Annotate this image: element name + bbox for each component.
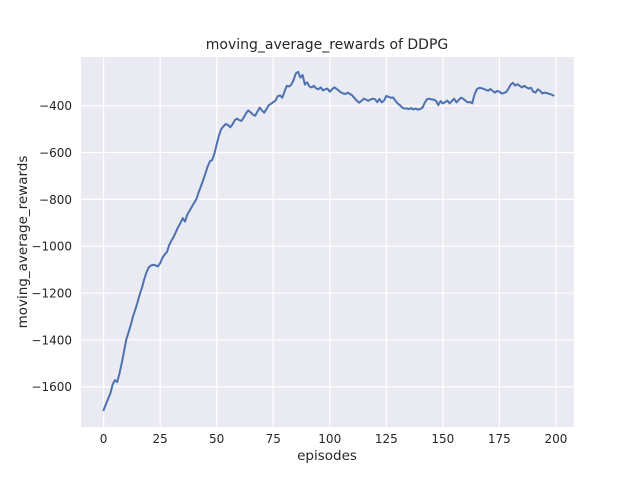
- x-tick-label: 100: [318, 432, 341, 446]
- x-tick-label: 200: [544, 432, 567, 446]
- x-tick-label: 150: [431, 432, 454, 446]
- x-tick-label: 50: [209, 432, 224, 446]
- chart-title: moving_average_rewards of DDPG: [205, 37, 449, 53]
- y-axis-label: moving_average_rewards: [15, 155, 31, 329]
- y-tick-label: −1000: [31, 240, 72, 254]
- y-tick-label: −800: [39, 193, 72, 207]
- x-tick-label: 75: [266, 432, 281, 446]
- x-tick-label: 25: [153, 432, 168, 446]
- x-tick-label: 125: [375, 432, 398, 446]
- reward-line: [102, 70, 555, 412]
- y-tick-label: −1600: [31, 380, 72, 394]
- y-tick-label: −600: [39, 146, 72, 160]
- x-tick-label: 175: [488, 432, 511, 446]
- y-tick-label: −1400: [31, 333, 72, 347]
- x-tick-label: 0: [100, 432, 108, 446]
- x-axis-label: episodes: [297, 448, 357, 464]
- y-tick-label: −1200: [31, 287, 72, 301]
- axes-background: [81, 57, 574, 427]
- y-tick-label: −400: [39, 99, 72, 113]
